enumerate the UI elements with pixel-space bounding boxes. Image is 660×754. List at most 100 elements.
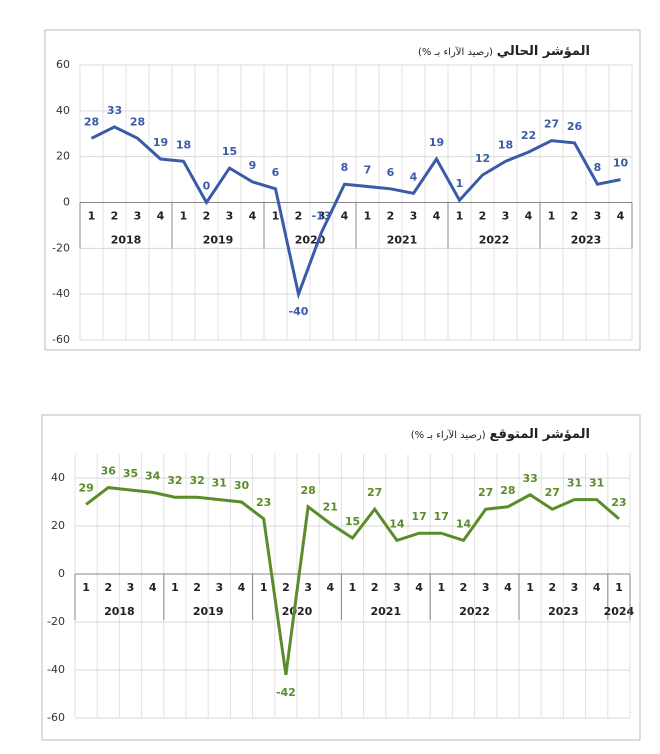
data-label: 1	[456, 177, 464, 190]
x-tick-label: 3	[594, 210, 602, 223]
year-label: 2023	[571, 234, 602, 247]
data-label: 32	[189, 474, 204, 487]
data-label: 23	[611, 496, 626, 509]
data-label: 33	[107, 104, 122, 117]
x-tick-label: 2	[203, 210, 211, 223]
data-label: 32	[167, 474, 182, 487]
data-label: 18	[176, 138, 191, 151]
x-tick-label: 1	[180, 210, 188, 223]
year-label: 2019	[203, 234, 234, 247]
data-label: 27	[367, 486, 382, 499]
y-tick-label: -40	[52, 287, 70, 300]
data-label: 19	[153, 136, 168, 149]
data-label: 4	[410, 170, 418, 183]
data-label: 26	[567, 120, 583, 133]
x-tick-label: 2	[460, 581, 468, 594]
x-tick-label: 1	[456, 210, 464, 223]
data-label: 10	[613, 157, 629, 170]
data-label: 6	[387, 166, 395, 179]
year-label: 2020	[282, 605, 313, 618]
data-label: 27	[544, 118, 559, 131]
x-tick-label: 2	[104, 581, 112, 594]
y-tick-label: -20	[52, 241, 70, 254]
x-tick-label: 1	[82, 581, 90, 594]
x-tick-label: 4	[238, 581, 246, 594]
x-tick-label: 4	[525, 210, 533, 223]
x-tick-label: 1	[437, 581, 445, 594]
data-line	[85, 486, 620, 676]
data-label: 14	[456, 517, 472, 530]
data-label: -40	[289, 305, 309, 318]
x-tick-label: 4	[326, 581, 334, 594]
data-label: 29	[78, 481, 93, 494]
data-line	[90, 125, 621, 300]
x-tick-label: 2	[571, 210, 579, 223]
chart-subtitle: (رصيد الآراء بـ %)	[410, 430, 486, 441]
year-label: 2022	[479, 234, 510, 247]
x-tick-label: 3	[410, 210, 418, 223]
x-tick-label: 3	[502, 210, 510, 223]
x-tick-label: 2	[193, 581, 201, 594]
data-label: 28	[300, 484, 315, 497]
x-tick-label: 3	[482, 581, 490, 594]
chart-title-box: المؤشر الحالي (رصيد الآراء بـ %)	[418, 44, 590, 59]
x-tick-label: 1	[526, 581, 534, 594]
x-tick-label: 1	[364, 210, 372, 223]
x-tick-label: 1	[272, 210, 280, 223]
year-label: 2018	[104, 605, 135, 618]
data-label: 22	[521, 129, 536, 142]
chart-subtitle: (رصيد الآراء بـ %)	[418, 47, 493, 58]
data-label: 35	[123, 467, 138, 480]
year-label: 2018	[111, 234, 142, 247]
y-tick-label: 0	[58, 567, 65, 580]
data-label: 14	[389, 517, 405, 530]
year-label: 2023	[548, 605, 579, 618]
data-label: 19	[429, 136, 444, 149]
x-tick-label: 2	[479, 210, 487, 223]
data-label: 23	[256, 496, 271, 509]
data-label: 17	[411, 510, 426, 523]
data-label: 21	[323, 501, 338, 514]
y-tick-label: 60	[56, 58, 70, 71]
data-label: 33	[522, 472, 537, 485]
data-label: 12	[475, 152, 490, 165]
data-label: 28	[130, 115, 145, 128]
x-tick-label: 4	[415, 581, 423, 594]
chart-title: المؤشر المتوقع	[489, 427, 590, 442]
x-tick-label: 2	[295, 210, 303, 223]
data-label: 18	[498, 138, 513, 151]
y-tick-label: -40	[47, 663, 65, 676]
data-label: 34	[145, 469, 161, 482]
x-tick-label: 4	[157, 210, 165, 223]
x-tick-label: 3	[215, 581, 223, 594]
year-label: 2024	[604, 605, 635, 618]
data-label: 31	[567, 477, 582, 490]
data-label: 6	[272, 166, 280, 179]
x-tick-label: 1	[615, 581, 623, 594]
year-label: 2019	[193, 605, 224, 618]
chart-title: المؤشر الحالي	[496, 44, 590, 59]
data-label: 7	[364, 163, 372, 176]
data-label: 31	[212, 477, 227, 490]
x-tick-label: 1	[171, 581, 179, 594]
data-label: 30	[234, 479, 250, 492]
year-label: 2021	[387, 234, 418, 247]
data-label: 27	[478, 486, 493, 499]
x-tick-label: 3	[571, 581, 579, 594]
x-tick-label: 1	[349, 581, 357, 594]
data-label: 15	[222, 145, 237, 158]
chart-frame	[41, 414, 641, 741]
data-label: -42	[276, 686, 296, 699]
chart-frame	[44, 29, 641, 351]
data-label: 31	[589, 477, 604, 490]
x-tick-label: 3	[304, 581, 312, 594]
data-label: 27	[545, 486, 560, 499]
y-tick-label: 20	[51, 519, 65, 532]
y-tick-label: -20	[47, 615, 65, 628]
x-tick-label: 2	[282, 581, 290, 594]
x-tick-label: 1	[260, 581, 268, 594]
data-label: 17	[434, 510, 449, 523]
chart-title-box: المؤشر المتوقع (رصيد الآراء بـ %)	[411, 427, 590, 442]
